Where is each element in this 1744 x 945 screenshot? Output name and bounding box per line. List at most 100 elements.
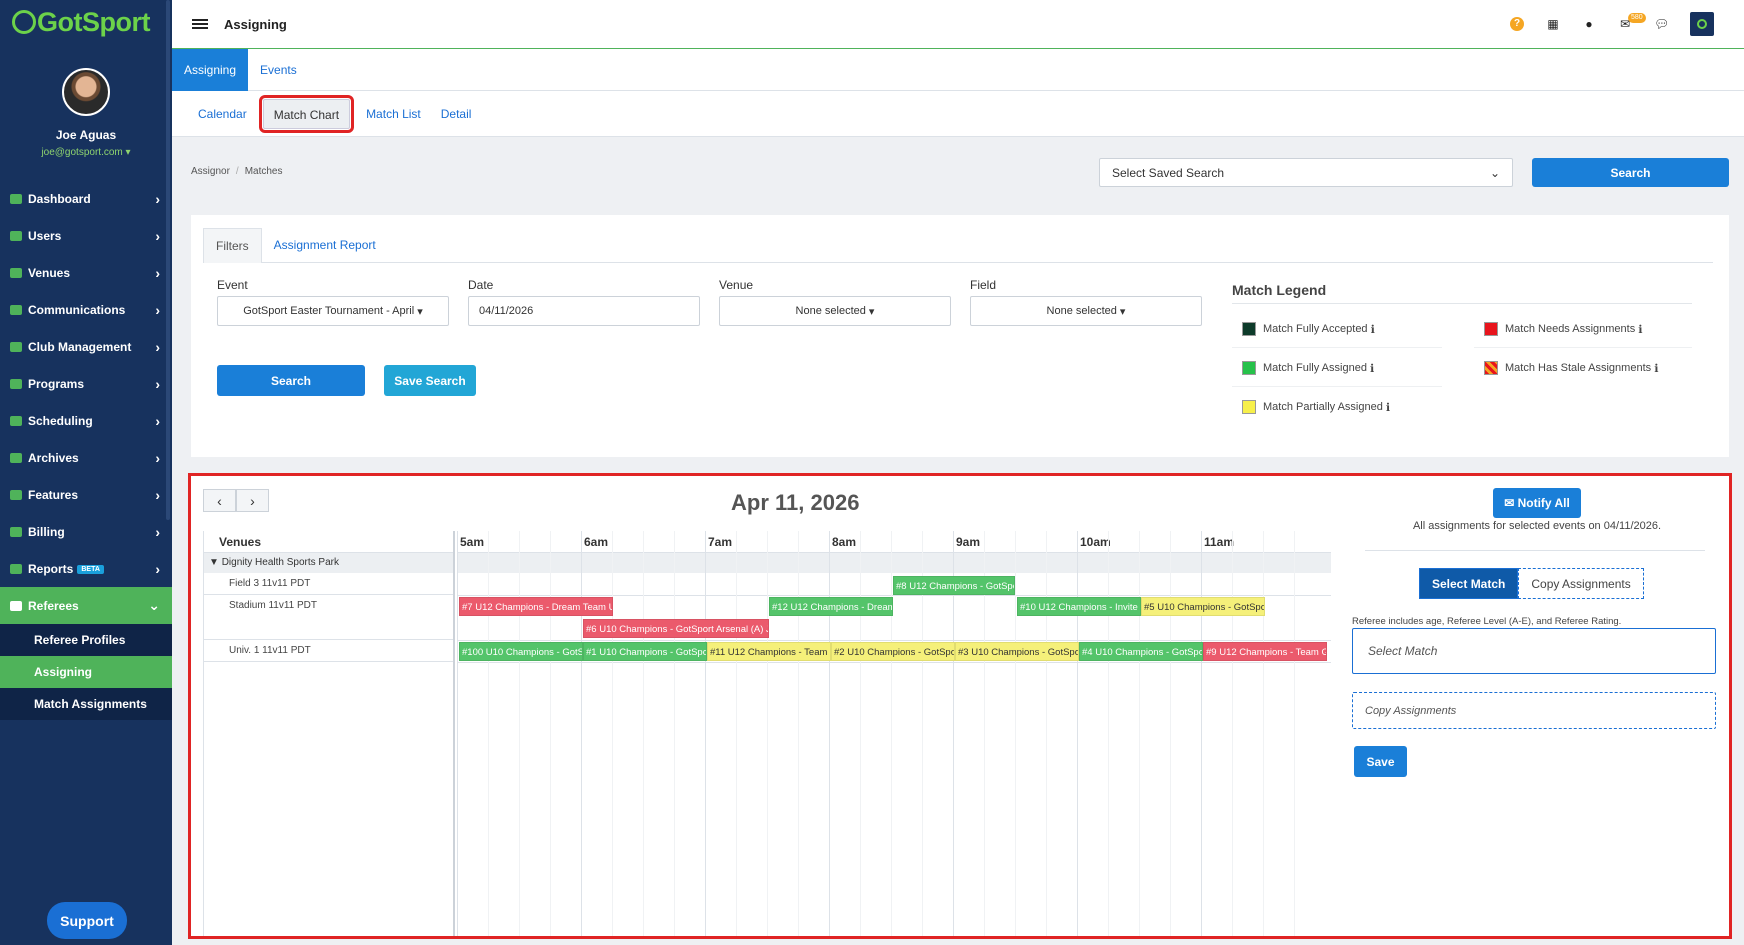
- info-icon[interactable]: ℹ: [1654, 362, 1659, 375]
- match-block[interactable]: #12 U12 Champions - Dream: [769, 597, 893, 616]
- notify-all-button[interactable]: ✉ Notify All: [1493, 488, 1581, 518]
- chevron-right-icon: ›: [155, 190, 160, 207]
- grid-line: [767, 531, 768, 936]
- tab-assignment-report[interactable]: Assignment Report: [273, 238, 376, 252]
- tab-filters[interactable]: Filters: [203, 228, 262, 263]
- match-block[interactable]: #7 U12 Champions - Dream Team U: [459, 597, 613, 616]
- sidebar-item-programs[interactable]: Programs ›: [0, 365, 172, 402]
- save-button[interactable]: Save: [1354, 746, 1407, 777]
- match-block[interactable]: #5 U10 Champions - GotSport: [1141, 597, 1265, 616]
- sidebar: GotSport Joe Aguas joe@gotsport.com ▾ Da…: [0, 0, 172, 945]
- app-switcher-icon[interactable]: [1690, 12, 1714, 36]
- match-block[interactable]: #9 U12 Champions - Team G: [1203, 642, 1327, 661]
- saved-search-button[interactable]: Search: [1532, 158, 1729, 187]
- tab-events[interactable]: Events: [260, 63, 297, 77]
- avatar[interactable]: [62, 68, 110, 116]
- venue-label: Venue: [719, 278, 754, 292]
- legend-label: Match Fully Accepted: [1263, 323, 1368, 335]
- sidebar-item-scheduling[interactable]: Scheduling ›: [0, 402, 172, 439]
- tab-assigning[interactable]: Assigning: [172, 49, 249, 91]
- qr-code-icon[interactable]: ▦: [1547, 17, 1559, 31]
- event-label: Event: [217, 278, 248, 292]
- copy-assignments-toggle[interactable]: Copy Assignments: [1518, 568, 1644, 599]
- envelope-icon[interactable]: ✉ 580: [1618, 13, 1646, 31]
- support-button[interactable]: Support: [47, 902, 127, 939]
- match-block[interactable]: #6 U10 Champions - GotSport Arsenal (A) …: [583, 619, 769, 638]
- legend-stale-assignments: Match Has Stale Assignments ℹ: [1484, 361, 1658, 375]
- info-icon[interactable]: ℹ: [1385, 401, 1391, 414]
- match-chart-panel: ‹ › Apr 11, 2026 Venues ▼ Dignity Health…: [188, 473, 1732, 939]
- subnav-item-assigning[interactable]: Assigning: [0, 656, 172, 688]
- legend-title: Match Legend: [1232, 282, 1327, 298]
- help-icon[interactable]: ?: [1510, 17, 1524, 31]
- billing-icon: [10, 526, 22, 537]
- sidebar-item-billing[interactable]: Billing ›: [0, 513, 172, 550]
- match-block[interactable]: #11 U12 Champions - Team: [707, 642, 831, 661]
- chevron-down-icon: ⌄: [148, 597, 160, 613]
- grid-line: [798, 531, 799, 936]
- breadcrumb-assignor[interactable]: Assignor: [191, 166, 230, 177]
- chevron-right-icon: ›: [155, 412, 160, 429]
- select-match-input[interactable]: Select Match: [1352, 628, 1716, 674]
- breadcrumb-separator: /: [235, 166, 239, 177]
- brand[interactable]: GotSport: [0, 0, 172, 44]
- saved-search-select[interactable]: Select Saved Search ⌄: [1099, 158, 1513, 187]
- next-day-button[interactable]: ›: [236, 489, 269, 512]
- sidebar-item-venues[interactable]: Venues ›: [0, 254, 172, 291]
- venue-group[interactable]: ▼ Dignity Health Sports Park: [204, 553, 453, 573]
- legend-label: Match Needs Assignments: [1505, 323, 1636, 335]
- legend-row-divider: [1232, 386, 1442, 387]
- prev-day-button[interactable]: ‹: [203, 489, 236, 512]
- match-block[interactable]: #1 U10 Champions - GotSport: [583, 642, 707, 661]
- tab-match-chart[interactable]: Match Chart: [258, 95, 355, 133]
- sidebar-item-communications[interactable]: Communications ›: [0, 291, 172, 328]
- match-block[interactable]: #8 U12 Champions - GotSport: [893, 576, 1015, 595]
- match-block[interactable]: #100 U10 Champions - GotSport: [459, 642, 583, 661]
- chat-icon[interactable]: 💬︎: [1654, 17, 1670, 31]
- sidebar-item-reports[interactable]: Reports BETA ›: [0, 550, 172, 587]
- tab-calendar[interactable]: Calendar: [198, 107, 247, 121]
- venue-select[interactable]: None selected ▾: [719, 296, 951, 326]
- notify-description: All assignments for selected events on 0…: [1412, 520, 1662, 532]
- tab-match-list[interactable]: Match List: [366, 107, 421, 121]
- legend-fully-assigned: Match Fully Assigned ℹ: [1242, 361, 1374, 375]
- save-search-button[interactable]: Save Search: [384, 365, 476, 396]
- star-icon: [10, 489, 22, 500]
- grid-line: [1108, 531, 1109, 936]
- timeline: 5am 6am 7am 8am 9am 10am 11am #8 U12 Champions…: [457, 531, 1331, 936]
- sidebar-item-referees[interactable]: Referees ⌄: [0, 587, 172, 624]
- match-block[interactable]: #10 U12 Champions - Invite: [1017, 597, 1141, 616]
- subnav-item-referee-profiles[interactable]: Referee Profiles: [34, 633, 126, 647]
- dashboard-icon: [10, 193, 22, 204]
- sidebar-item-features[interactable]: Features ›: [0, 476, 172, 513]
- copy-assignments-input[interactable]: Copy Assignments: [1352, 692, 1716, 729]
- filter-search-button[interactable]: Search: [217, 365, 365, 396]
- match-block[interactable]: #2 U10 Champions - GotSport: [831, 642, 955, 661]
- breadcrumb: Assignor / Matches: [191, 166, 282, 177]
- field-select[interactable]: None selected ▾: [970, 296, 1202, 326]
- select-match-toggle[interactable]: Select Match: [1419, 568, 1519, 599]
- menu-icon[interactable]: [192, 19, 208, 29]
- referees-subnav: Referee Profiles Assigning Match Assignm…: [0, 624, 172, 720]
- sidebar-item-label: Referees: [28, 598, 79, 613]
- user-icon[interactable]: ●: [1585, 17, 1593, 31]
- subnav-item-match-assignments[interactable]: Match Assignments: [34, 697, 147, 711]
- sidebar-item-dashboard[interactable]: Dashboard ›: [0, 180, 172, 217]
- grid-line: [519, 531, 520, 936]
- user-email-dropdown[interactable]: joe@gotsport.com ▾: [0, 147, 172, 158]
- sidebar-item-archives[interactable]: Archives ›: [0, 439, 172, 476]
- caret-down-icon: ▾: [125, 147, 131, 158]
- tab-detail[interactable]: Detail: [440, 107, 472, 121]
- info-icon[interactable]: ℹ: [1370, 362, 1375, 375]
- date-input[interactable]: 04/11/2026: [468, 296, 700, 326]
- sidebar-item-label: Dashboard: [28, 191, 91, 206]
- sidebar-item-club-management[interactable]: Club Management ›: [0, 328, 172, 365]
- sidebar-scrollbar[interactable]: [166, 0, 170, 520]
- event-select[interactable]: GotSport Easter Tournament - April ▾: [217, 296, 449, 326]
- info-icon[interactable]: ℹ: [1638, 323, 1643, 336]
- match-block[interactable]: #3 U10 Champions - GotSport: [955, 642, 1079, 661]
- chevron-right-icon: ›: [155, 375, 160, 392]
- match-block[interactable]: #4 U10 Champions - GotSport: [1079, 642, 1203, 661]
- info-icon[interactable]: ℹ: [1370, 323, 1375, 336]
- sidebar-item-users[interactable]: Users ›: [0, 217, 172, 254]
